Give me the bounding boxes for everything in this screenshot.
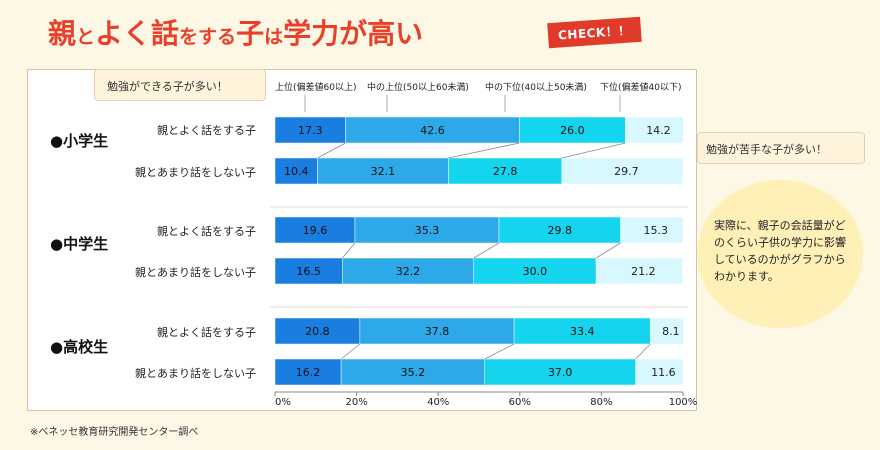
- row-label: 親とよく話をする子: [157, 124, 256, 137]
- bar-value-label: 16.5: [296, 265, 321, 278]
- connector-line: [561, 142, 626, 159]
- bar-segment: [484, 358, 636, 386]
- bar-value-label: 37.0: [548, 366, 573, 379]
- bar-value-label: 30.0: [523, 265, 548, 278]
- connector-line: [595, 242, 621, 259]
- bar-segment: [345, 116, 520, 144]
- bar-segment: [274, 257, 343, 285]
- bar-segment: [448, 157, 563, 185]
- bar-value-label: 10.4: [284, 165, 309, 178]
- x-tick-label: 40%: [427, 397, 449, 408]
- row-label: 親とよく話をする子: [157, 326, 256, 339]
- bar-value-label: 32.2: [396, 265, 421, 278]
- callout-top: 勉強ができる子が多い！: [94, 69, 266, 101]
- x-axis: 0% 20% 40% 60% 80% 100%: [274, 391, 698, 408]
- group-label-junior-high: ●中学生: [50, 235, 109, 253]
- callout-right: 勉強が苦手な子が多い！: [697, 132, 865, 164]
- bar-value-label: 21.2: [631, 265, 656, 278]
- bar-value-label: 19.6: [303, 224, 328, 237]
- bar-segment: [359, 317, 515, 345]
- bar-segment: [473, 257, 597, 285]
- legend-label: 上位(偏差値60以上): [275, 81, 356, 93]
- bar-segment: [561, 157, 684, 185]
- bar-value-label: 32.1: [371, 165, 396, 178]
- page-title: 親とよく話をする子は学力が高い: [48, 17, 424, 50]
- row-label: 親とあまり話をしない子: [135, 367, 256, 380]
- connector-line: [340, 343, 361, 360]
- bar-segment: [650, 317, 684, 345]
- bar-segment: [342, 257, 474, 285]
- bar-segment: [274, 358, 342, 386]
- bar-value-label: 35.2: [401, 366, 426, 379]
- source-note: ※ベネッセ教育研究開発センター調べ: [30, 427, 199, 438]
- legend-label: 中の下位(40以上50未満): [485, 81, 587, 93]
- x-tick-label: 60%: [509, 397, 531, 408]
- explanation-bubble: [697, 180, 863, 328]
- bar-value-label: 33.4: [570, 325, 595, 338]
- bar-segment: [620, 216, 684, 244]
- bar-segment: [274, 116, 346, 144]
- bars: 17.3 42.6 26.0 14.2 10.4 32.1 27.8 29.7 19.6 35.3…: [270, 116, 688, 386]
- bar-value-label: 29.8: [548, 224, 573, 237]
- row-label: 親とよく話をする子: [157, 225, 256, 238]
- x-tick-label: 100%: [669, 397, 698, 408]
- group-label-high-school: ●高校生: [50, 338, 109, 356]
- bar-value-label: 26.0: [560, 124, 585, 137]
- row-label: 親とあまり話をしない子: [135, 166, 256, 179]
- bar-value-label: 14.2: [646, 124, 671, 137]
- bar-segment: [317, 157, 449, 185]
- bar-value-label: 29.7: [614, 165, 639, 178]
- bar-value-label: 35.3: [415, 224, 440, 237]
- bar-value-label: 16.2: [296, 366, 321, 379]
- bar-segment: [595, 257, 683, 285]
- bar-segment: [625, 116, 684, 144]
- group-label-elementary: ●小学生: [50, 132, 109, 150]
- bar-segment: [519, 116, 626, 144]
- bar-segment: [274, 157, 318, 185]
- legend-label: 下位(偏差値40以下): [600, 81, 681, 93]
- bar-value-label: 20.8: [305, 325, 330, 338]
- legend: 上位(偏差値60以上) 中の上位(50以上60未満) 中の下位(40以上50未満) 下…: [275, 81, 681, 112]
- bar-value-label: 37.8: [425, 325, 450, 338]
- connector-line: [317, 142, 346, 159]
- bar-value-label: 8.1: [662, 325, 680, 338]
- bar-segment: [274, 317, 361, 345]
- bar-value-label: 42.6: [420, 124, 445, 137]
- x-tick-label: 20%: [345, 397, 367, 408]
- connector-line: [473, 242, 500, 259]
- callout-top-text: 勉強ができる子が多い！: [107, 80, 228, 93]
- bar-value-label: 27.8: [493, 165, 518, 178]
- x-tick-label: 80%: [590, 397, 612, 408]
- bar-segment: [635, 358, 684, 386]
- bar-value-label: 17.3: [298, 124, 323, 137]
- row-label: 親とあまり話をしない子: [135, 266, 256, 279]
- bar-value-label: 15.3: [644, 224, 669, 237]
- callout-right-text: 勉強が苦手な子が多い！: [706, 143, 827, 156]
- connector-line: [342, 242, 356, 259]
- legend-label: 中の上位(50以上60未満): [367, 81, 469, 93]
- bar-value-label: 11.6: [651, 366, 676, 379]
- x-tick-label: 0%: [275, 397, 291, 408]
- bar-segment: [498, 216, 621, 244]
- connector-line: [484, 343, 515, 360]
- explanation-text: 実際に、親子の会話量がどのくらい子供の学力に影響しているのかがグラフからわかりま…: [714, 219, 846, 283]
- bar-segment: [274, 216, 356, 244]
- connector-line: [635, 343, 651, 360]
- connector-line: [448, 142, 520, 159]
